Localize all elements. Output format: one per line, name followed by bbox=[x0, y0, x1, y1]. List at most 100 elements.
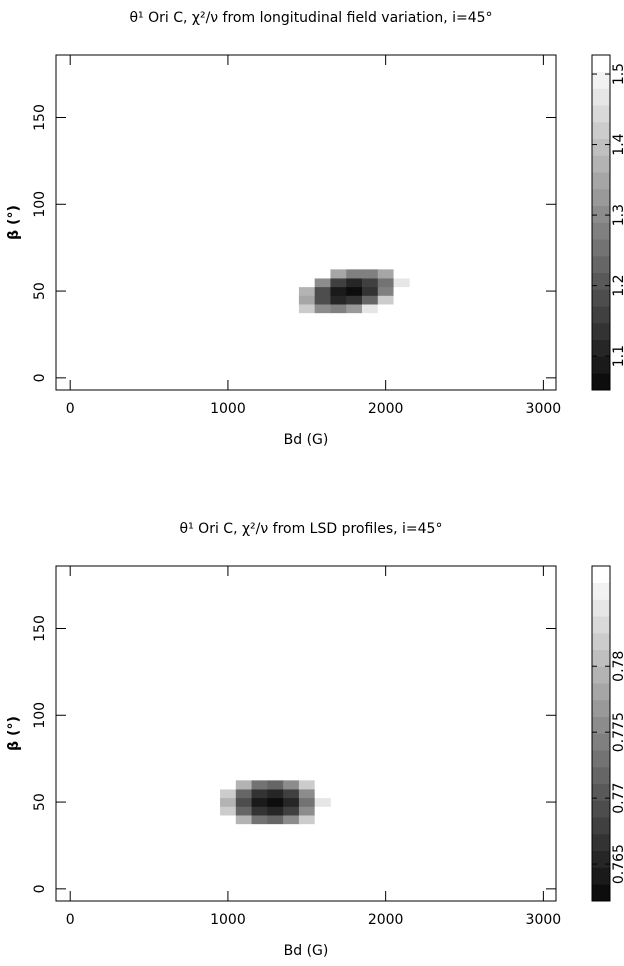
colorbar-step bbox=[592, 306, 610, 324]
y-tick-label: 0 bbox=[32, 884, 48, 893]
heatmap-cell bbox=[346, 304, 363, 314]
heatmap-cell bbox=[298, 286, 316, 296]
heatmap-cell bbox=[235, 797, 252, 807]
heatmap-cell bbox=[267, 789, 284, 799]
colorbar-step bbox=[592, 189, 610, 207]
heatmap-cell bbox=[314, 295, 331, 305]
heatmap-cell bbox=[314, 269, 331, 279]
heatmap-cell bbox=[330, 278, 347, 288]
heatmap-cell bbox=[298, 789, 316, 799]
colorbar-tick-label: 0.77 bbox=[611, 783, 624, 814]
colorbar-step bbox=[592, 256, 610, 274]
heatmap-cell bbox=[361, 304, 379, 314]
heatmap-cell bbox=[314, 286, 331, 296]
x-tick-label: 2000 bbox=[368, 401, 404, 417]
heatmap-cell bbox=[314, 278, 331, 288]
colorbar-step bbox=[592, 884, 610, 902]
colorbar-step bbox=[592, 172, 610, 190]
colorbar-step bbox=[592, 817, 610, 835]
x-tick-label: 3000 bbox=[526, 401, 562, 417]
heatmap-cell bbox=[235, 780, 252, 790]
y-tick-label: 50 bbox=[32, 282, 48, 300]
colorbar-tick-label: 1.2 bbox=[611, 274, 624, 296]
colorbar-tick-label: 0.765 bbox=[611, 844, 624, 884]
colorbar-step bbox=[592, 55, 610, 73]
colorbar-step bbox=[592, 700, 610, 718]
colorbar-step bbox=[592, 239, 610, 257]
colorbar-step bbox=[592, 323, 610, 341]
colorbar-step bbox=[592, 834, 610, 852]
y-tick-label: 150 bbox=[32, 615, 48, 642]
colorbar-step bbox=[592, 289, 610, 307]
heatmap-cell bbox=[283, 780, 300, 790]
heatmap-cell bbox=[393, 269, 410, 279]
heatmap-cell bbox=[251, 780, 268, 790]
heatmap-cell bbox=[235, 789, 252, 799]
heatmap-cell bbox=[346, 295, 363, 305]
colorbar-step bbox=[592, 599, 610, 617]
colorbar-step bbox=[592, 222, 610, 240]
x-tick-label: 1000 bbox=[210, 912, 246, 928]
heatmap-cell bbox=[220, 815, 237, 825]
heatmap-cell bbox=[267, 797, 284, 807]
colorbar-step bbox=[592, 783, 610, 801]
heatmap-cell bbox=[330, 295, 347, 305]
colorbar-step bbox=[592, 633, 610, 651]
colorbar-step bbox=[592, 205, 610, 223]
x-tick-label: 0 bbox=[66, 401, 75, 417]
colorbar-step bbox=[592, 272, 610, 290]
colorbar-step bbox=[592, 616, 610, 634]
heatmap-cell bbox=[314, 797, 331, 807]
colorbar-tick-label: 1.5 bbox=[611, 63, 624, 85]
x-tick-label: 1000 bbox=[210, 401, 246, 417]
heatmap-cell bbox=[377, 295, 394, 305]
plot-frame bbox=[55, 565, 557, 902]
x-tick-label: 0 bbox=[66, 912, 75, 928]
colorbar-step bbox=[592, 867, 610, 885]
chart-title: θ¹ Ori C, χ²/ν from LSD profiles, i=45° bbox=[180, 521, 443, 537]
colorbar-tick-label: 1.4 bbox=[611, 133, 624, 155]
heatmap-cell bbox=[251, 815, 268, 825]
y-tick-label: 100 bbox=[32, 191, 48, 218]
colorbar-step bbox=[592, 750, 610, 768]
heatmap-cell bbox=[220, 806, 237, 816]
heatmap-cell bbox=[267, 806, 284, 816]
heatmap-cell bbox=[361, 295, 379, 305]
y-axis-label: β (°) bbox=[6, 716, 22, 751]
colorbar-step bbox=[592, 105, 610, 123]
colorbar-step bbox=[592, 716, 610, 734]
heatmap-cell bbox=[298, 295, 316, 305]
heatmap-cell bbox=[330, 304, 347, 314]
heatmap-cell bbox=[361, 269, 379, 279]
colorbar-step bbox=[592, 356, 610, 374]
heatmap-cell bbox=[393, 286, 410, 296]
colorbar-step bbox=[592, 582, 610, 600]
heatmap-cell bbox=[393, 278, 410, 288]
heatmap-cell bbox=[393, 295, 410, 305]
heatmap-cell bbox=[377, 286, 394, 296]
colorbar-step bbox=[592, 800, 610, 818]
heatmap-cell bbox=[377, 269, 394, 279]
y-axis-label: β (°) bbox=[6, 205, 22, 240]
x-axis-label: Bd (G) bbox=[284, 432, 329, 448]
heatmap-cell bbox=[314, 815, 331, 825]
colorbar-step bbox=[592, 850, 610, 868]
heatmap-cell bbox=[330, 286, 347, 296]
colorbar-step bbox=[592, 88, 610, 106]
heatmap-cell bbox=[393, 304, 410, 314]
heatmap-cell bbox=[346, 286, 363, 296]
colorbar-frame bbox=[591, 54, 611, 391]
heatmap-cell bbox=[314, 780, 331, 790]
x-tick-label: 3000 bbox=[526, 912, 562, 928]
colorbar-step bbox=[592, 767, 610, 785]
heatmap-cell bbox=[298, 806, 316, 816]
y-tick-label: 0 bbox=[32, 373, 48, 382]
heatmap-cell bbox=[220, 789, 237, 799]
colorbar-step bbox=[592, 155, 610, 173]
x-axis-label: Bd (G) bbox=[284, 943, 329, 959]
heatmap-cell bbox=[298, 780, 316, 790]
heatmap-cell bbox=[314, 806, 331, 816]
heatmap-cell bbox=[235, 806, 252, 816]
colorbar-step bbox=[592, 138, 610, 156]
